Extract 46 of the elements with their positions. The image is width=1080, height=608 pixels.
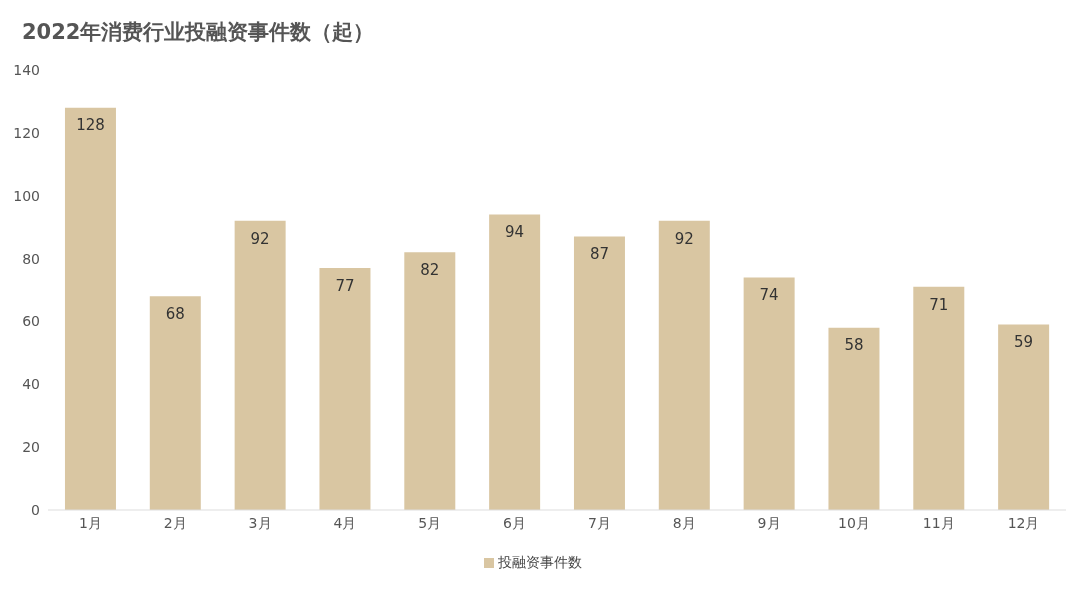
y-tick-label: 60 [22,313,40,330]
bar [573,236,625,510]
x-tick-label: 8月 [672,514,696,531]
y-tick-label: 20 [22,439,40,456]
legend-label: 投融资事件数 [498,554,582,570]
x-tick-label: 4月 [333,514,357,531]
bar [404,252,456,510]
chart-title: 2022年消费行业投融资事件数（起） [22,19,375,46]
data-label: 128 [76,116,105,135]
data-label: 94 [505,223,525,242]
x-tick-label: 1月 [78,514,102,531]
y-tick-label: 100 [13,187,40,204]
bar [319,268,371,510]
bar [743,277,795,510]
bar [489,214,541,510]
y-tick-label: 140 [13,61,40,78]
x-tick-label: 5月 [418,514,442,531]
y-tick-label: 120 [13,124,40,141]
bar [998,324,1050,510]
data-label: 68 [165,304,185,323]
bar [658,220,710,510]
x-tick-label: 11月 [922,514,955,531]
bar [149,296,201,510]
data-label: 77 [335,276,355,295]
x-tick-label: 10月 [838,514,870,531]
data-label: 92 [674,229,694,248]
data-label: 92 [250,229,270,248]
bar [828,327,880,510]
data-label: 58 [844,336,864,355]
data-label: 87 [589,245,610,264]
x-tick-label: 6月 [503,514,527,531]
data-label: 82 [420,260,440,279]
x-tick-label: 2月 [163,514,187,531]
x-tick-label: 9月 [757,514,781,531]
data-label: 71 [929,295,949,314]
x-tick-label: 12月 [1007,514,1040,531]
y-tick-label: 80 [22,250,40,267]
data-label: 59 [1014,333,1034,352]
y-tick-label: 0 [31,501,40,518]
x-tick-label: 7月 [587,514,611,531]
bar [234,220,286,510]
data-label: 74 [759,286,779,305]
bar [64,107,116,510]
y-tick-label: 40 [22,376,40,393]
x-tick-label: 3月 [248,514,272,531]
bar [913,286,965,510]
